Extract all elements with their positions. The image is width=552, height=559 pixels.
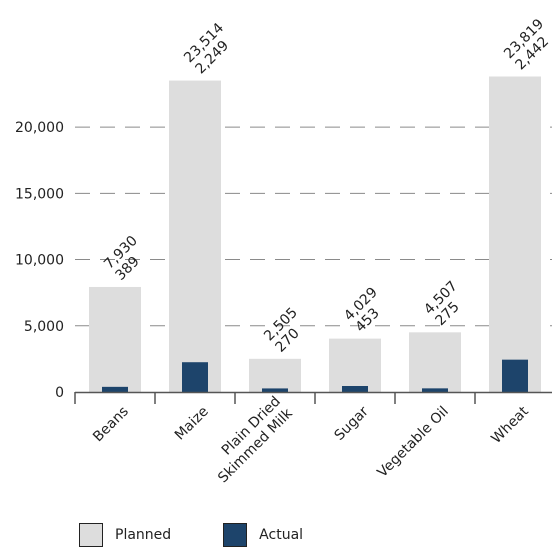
bar-actual [342,385,368,392]
bar-planned [489,76,541,392]
bar-planned [409,332,461,392]
data-label: 23,8192,442 [501,16,552,73]
bar-chart: 0 5,000 10,000 15,000 20,000 Beans Maize Plain… [15,16,552,486]
x-tick-label: Plain DriedSkimmed Milk [203,393,296,486]
x-tick-label: Sugar [332,403,372,443]
y-tick-label: 5,000 [24,319,64,335]
data-label: 4,029453 [341,284,392,335]
gridlines [75,126,552,327]
data-label: 4,507275 [421,278,472,329]
y-tick-label: 0 [55,385,64,401]
bar-actual [182,362,208,392]
x-tick-label: Wheat [488,403,532,447]
bar-planned [249,358,301,392]
y-tick-label: 10,000 [15,253,64,269]
data-label: 2,505270 [261,305,312,356]
bars [89,76,541,392]
x-tick-label: Vegetable Oil [375,404,452,481]
bar-planned [329,338,381,392]
bar-planned [169,80,221,392]
y-axis-ticks: 0 5,000 10,000 15,000 20,000 [15,120,64,401]
data-labels: 7,930389 23,5142,249 2,505270 4,029453 4,507… [101,16,552,356]
bar-actual [502,359,528,392]
legend-swatch-planned [79,523,103,547]
bar-planned [89,286,141,392]
data-label: 23,5142,249 [181,20,238,77]
y-tick-label: 15,000 [15,186,64,202]
bar-actual [422,388,448,392]
legend-label-planned: Planned [115,527,172,543]
data-label: 7,930389 [101,233,152,284]
legend: Planned Actual [79,523,355,547]
x-axis: Beans Maize Plain DriedSkimmed Milk Sugar Ve… [74,391,552,486]
legend-item-actual: Actual [223,523,303,547]
legend-swatch-actual [223,523,248,547]
legend-label-actual: Actual [259,527,304,543]
bar-actual [102,386,128,392]
y-tick-label: 20,000 [15,120,64,136]
x-tick-label: Maize [172,404,212,444]
bar-actual [262,388,288,392]
legend-item-planned: Planned [79,523,171,547]
x-tick-label: Beans [90,404,132,446]
